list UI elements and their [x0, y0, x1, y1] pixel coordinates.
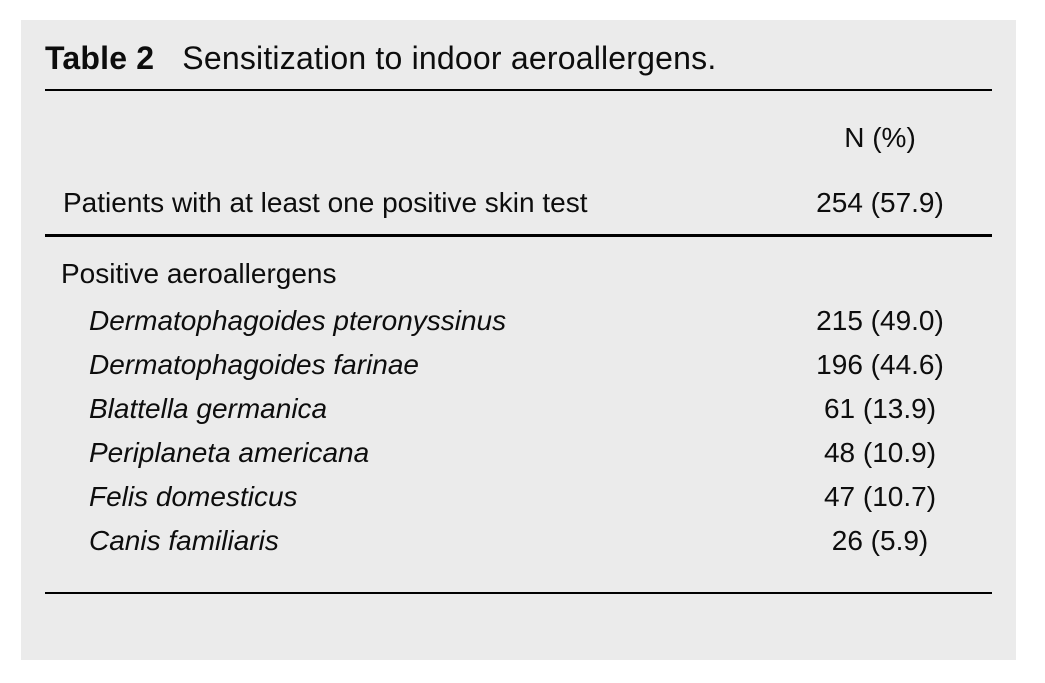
table-number: Table 2 — [45, 40, 155, 76]
species-value: 26 (5.9) — [831, 525, 929, 556]
header-row: N (%) — [45, 123, 992, 153]
top-rule — [45, 89, 992, 91]
species-value: 215 (49.0) — [816, 305, 944, 336]
species-value: 47 (10.7) — [823, 481, 937, 512]
species-label: Blattella germanica — [89, 393, 328, 424]
species-label: Canis familiaris — [89, 525, 279, 556]
table-row: Dermatophagoides pteronyssinus 215 (49.0… — [45, 299, 992, 343]
summary-row: Patients with at least one positive skin… — [45, 188, 992, 218]
table-row: Periplaneta americana 48 (10.9) — [45, 431, 992, 475]
table-caption: Sensitization to indoor aeroallergens. — [182, 40, 717, 76]
summary-row-label: Patients with at least one positive skin… — [63, 187, 588, 218]
species-value: 48 (10.9) — [823, 437, 937, 468]
species-label: Felis domesticus — [89, 481, 298, 512]
column-header-n-percent: N (%) — [844, 122, 916, 153]
table-row: Blattella germanica 61 (13.9) — [45, 387, 992, 431]
species-label: Periplaneta americana — [89, 437, 370, 468]
species-rows: Dermatophagoides pteronyssinus 215 (49.0… — [21, 299, 1016, 563]
summary-row-value: 254 (57.9) — [816, 187, 944, 218]
table-row: Dermatophagoides farinae 196 (44.6) — [45, 343, 992, 387]
table-row: Canis familiaris 26 (5.9) — [45, 519, 992, 563]
table-title: Table 2 Sensitization to indoor aeroaller… — [21, 20, 1016, 78]
section-heading-row: Positive aeroallergens — [45, 259, 992, 289]
species-value: 196 (44.6) — [816, 349, 944, 380]
species-label: Dermatophagoides pteronyssinus — [89, 305, 507, 336]
table-panel: Table 2 Sensitization to indoor aeroaller… — [21, 20, 1016, 660]
species-label: Dermatophagoides farinae — [89, 349, 419, 380]
table-row: Felis domesticus 47 (10.7) — [45, 475, 992, 519]
bottom-rule — [45, 592, 992, 594]
species-value: 61 (13.9) — [823, 393, 937, 424]
middle-rule — [45, 234, 992, 237]
section-heading: Positive aeroallergens — [61, 258, 337, 289]
